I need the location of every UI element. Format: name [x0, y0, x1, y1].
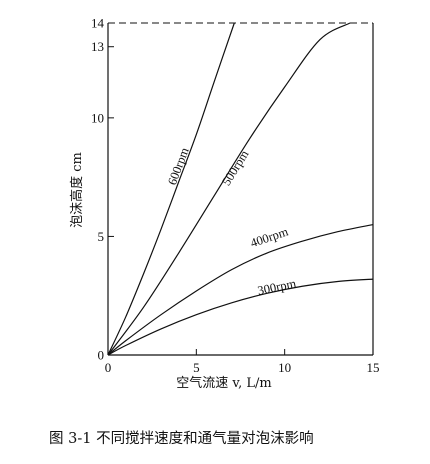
x-tick-label: 0: [105, 360, 112, 375]
y-tick-label: 13: [91, 39, 104, 54]
series-lines: [107, 22, 374, 356]
x-tick-label: 15: [367, 360, 380, 375]
series-line-300rpm: [107, 278, 374, 356]
series-label-600rpm: 600rpm: [165, 145, 192, 187]
y-tick-label: 5: [98, 229, 105, 244]
series-line-500rpm: [107, 22, 351, 356]
x-axis-title: 空气流速 v, L/m: [176, 375, 272, 391]
series-label-500rpm: 500rpm: [219, 147, 252, 188]
ticks: 0 5 10 15 5 10 13 14 0: [91, 16, 380, 376]
axes: [107, 22, 374, 356]
x-tick-label: 5: [193, 360, 200, 375]
y-tick-label: 14: [91, 16, 105, 31]
y-tick-label: 0: [98, 348, 105, 363]
series-label-300rpm: 300rpm: [256, 276, 297, 297]
series-line-400rpm: [107, 223, 374, 356]
x-tick-label: 10: [278, 360, 291, 375]
y-axis-title: 泡沫高度 cm: [69, 152, 85, 228]
y-tick-label: 10: [91, 110, 104, 125]
series-line-600rpm: [107, 22, 235, 356]
figure-caption: 图 3-1 不同搅拌速度和通气量对泡沫影响: [49, 430, 314, 447]
